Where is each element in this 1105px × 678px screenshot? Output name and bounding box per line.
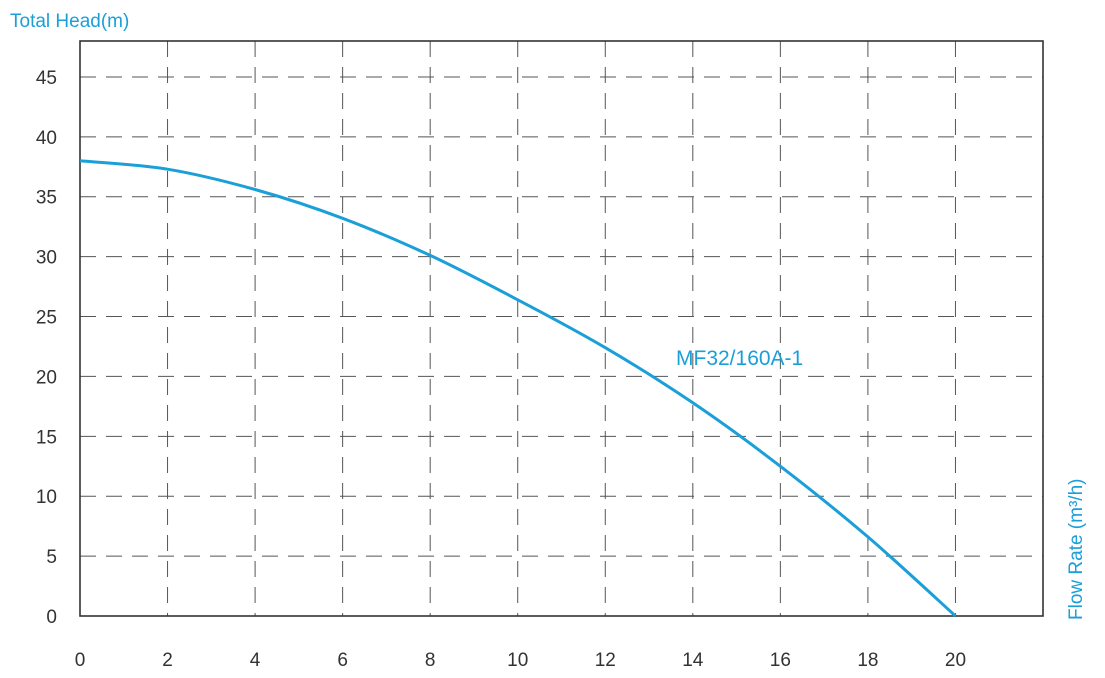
y-axis-title: Total Head(m) — [10, 11, 129, 32]
x-tick-label: 10 — [507, 650, 528, 671]
x-tick-label: 16 — [770, 650, 791, 671]
y-tick-label: 10 — [36, 487, 57, 508]
x-tick-labels: 0 2 4 6 8 10 12 14 16 18 20 — [75, 650, 966, 671]
x-tick-label: 4 — [250, 650, 261, 671]
x-tick-label: 0 — [75, 650, 86, 671]
x-axis-title: Flow Rate (m³/h) — [1066, 479, 1087, 620]
x-tick-label: 20 — [945, 650, 966, 671]
y-tick-label: 45 — [36, 68, 57, 89]
y-tick-label: 15 — [36, 427, 57, 448]
y-tick-labels: 0 5 10 15 20 25 30 35 40 45 — [36, 68, 57, 628]
grid-lines — [80, 41, 1043, 616]
x-tick-label: 18 — [857, 650, 878, 671]
y-tick-label: 5 — [46, 547, 57, 568]
y-tick-label: 30 — [36, 248, 57, 269]
y-tick-label: 20 — [36, 367, 57, 388]
series-line-mf32-160a-1 — [79, 159, 957, 618]
x-tick-label: 8 — [425, 650, 436, 671]
series-label: MF32/160A-1 — [676, 347, 803, 370]
y-tick-label: 0 — [46, 607, 57, 628]
y-tick-label: 35 — [36, 188, 57, 209]
y-tick-label: 25 — [36, 308, 57, 329]
plot-frame — [79, 40, 1044, 617]
x-tick-label: 2 — [162, 650, 173, 671]
y-tick-label: 40 — [36, 128, 57, 149]
x-tick-label: 14 — [682, 650, 704, 671]
x-tick-label: 12 — [595, 650, 616, 671]
x-tick-label: 6 — [337, 650, 348, 671]
